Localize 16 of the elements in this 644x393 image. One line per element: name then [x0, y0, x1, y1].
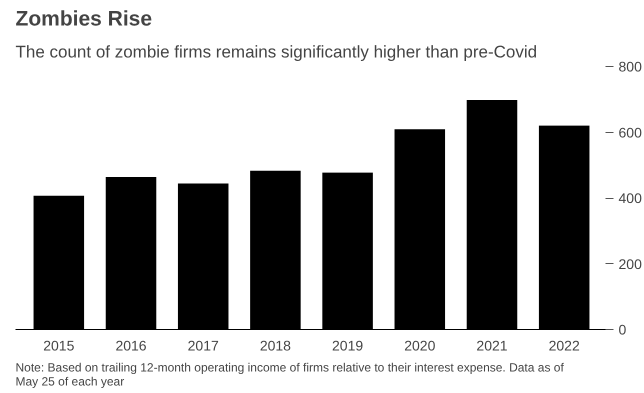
- x-tick-label: 2022: [548, 338, 580, 354]
- text: Note: Based on trailing 12-month operating income of firms relative to their interest expense. Data as of May 25 of each year: [16, 360, 564, 388]
- x-tick-label: 2016: [115, 338, 147, 354]
- x-tick-label: 2015: [43, 338, 75, 354]
- chart-title: Zombies Rise: [16, 8, 152, 30]
- y-tick-label: 400: [618, 190, 642, 206]
- x-tick-label: 2021: [476, 338, 508, 354]
- x-tick-label: 2020: [404, 338, 436, 354]
- x-tick-label: 2019: [332, 338, 364, 354]
- chart-subtitle: The count of zombie firms remains significantly higher than pre-Covid: [16, 42, 538, 62]
- y-tick-label: 800: [618, 58, 642, 74]
- x-tick-label: 2017: [188, 338, 219, 354]
- y-tick-label: 600: [618, 124, 642, 140]
- y-tick-label: 200: [618, 256, 642, 272]
- x-tick-label: 2018: [260, 338, 292, 354]
- y-tick-label: 0: [618, 322, 626, 338]
